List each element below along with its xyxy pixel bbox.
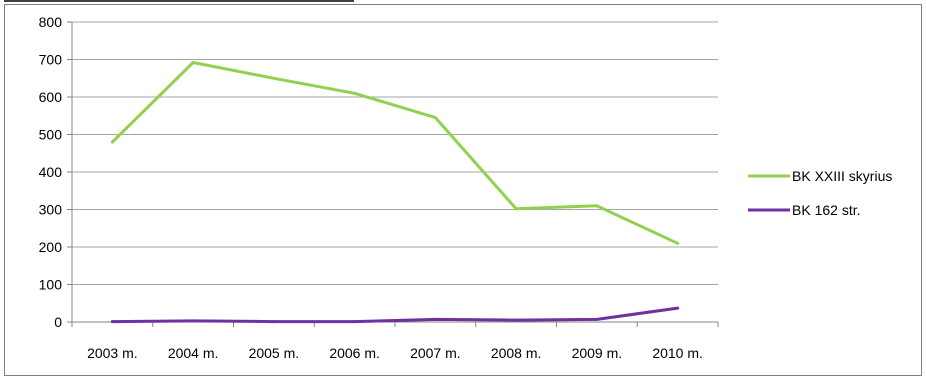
y-tick-label: 300: [39, 202, 63, 218]
y-tick-label: 600: [39, 89, 63, 105]
legend-label: BK 162 str.: [792, 202, 860, 218]
x-tick-label: 2007 m.: [410, 345, 461, 361]
data-point: [676, 306, 680, 310]
y-tick-label: 200: [39, 239, 63, 255]
data-point: [272, 320, 276, 324]
legend-label: BK XXIII skyrius: [792, 168, 892, 184]
y-tick-label: 100: [39, 277, 63, 293]
series-line: [110, 61, 680, 245]
data-point: [110, 140, 114, 144]
cropped-header-border: [4, 0, 354, 2]
y-tick-label: 400: [39, 164, 63, 180]
data-point: [514, 207, 518, 211]
x-axis-tick-labels: 2003 m. 2004 m. 2005 m. 2006 m. 2007 m. 2008 …: [87, 345, 703, 361]
data-point: [433, 116, 437, 120]
x-tick-label: 2004 m.: [168, 345, 219, 361]
axes: [67, 21, 719, 327]
data-point: [595, 317, 599, 321]
series-line: [110, 306, 680, 324]
data-point: [353, 91, 357, 95]
x-tick-label: 2009 m.: [572, 345, 623, 361]
data-point: [191, 319, 195, 323]
x-tick-label: 2006 m.: [329, 345, 380, 361]
data-point: [595, 204, 599, 208]
data-point: [676, 241, 680, 245]
data-point: [191, 61, 195, 64]
data-point: [272, 76, 276, 80]
gridlines: [72, 21, 718, 285]
y-axis-tick-labels: 0 100 200 300 400 500 600 700 800: [39, 14, 63, 330]
x-tick-label: 2008 m.: [491, 345, 542, 361]
x-tick-label: 2005 m.: [249, 345, 300, 361]
data-point: [514, 318, 518, 322]
x-tick-label: 2003 m.: [87, 345, 138, 361]
x-tick-label: 2010 m.: [652, 345, 703, 361]
legend: BK XXIII skyrius BK 162 str.: [748, 168, 892, 218]
y-tick-label: 700: [39, 52, 63, 68]
data-point: [110, 320, 114, 324]
data-point: [353, 320, 357, 324]
y-tick-label: 800: [39, 14, 63, 30]
chart-frame: [4, 4, 922, 376]
y-tick-label: 0: [54, 314, 62, 330]
data-point: [433, 317, 437, 321]
series-lines: [110, 61, 680, 324]
y-tick-label: 500: [39, 127, 63, 143]
